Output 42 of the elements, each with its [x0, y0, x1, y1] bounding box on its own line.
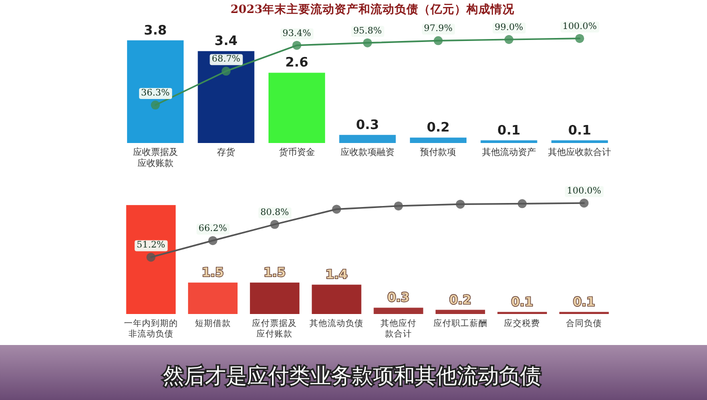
category: 存货 — [217, 148, 236, 158]
line-label: 97.9% — [422, 24, 455, 35]
category: 应收票据及应收账款 — [132, 148, 178, 169]
line-label: 36.3% — [139, 88, 172, 100]
line-label: 95.8% — [351, 26, 384, 37]
bar-label: 0.2 — [426, 120, 450, 136]
category: 短期借款 — [194, 319, 231, 329]
line-label: 51.2% — [134, 240, 168, 252]
category: 货币资金 — [278, 148, 315, 158]
line-label: 68.7% — [210, 54, 243, 66]
category: 其他应付款合计 — [380, 319, 416, 340]
bar-label: 1.4 — [325, 266, 348, 282]
bar-label: 0.2 — [449, 292, 472, 307]
bar-label: 0.3 — [356, 118, 380, 133]
line-label: 99.0% — [492, 22, 526, 34]
line-label: 100.0% — [564, 186, 604, 198]
line-label: 93.4% — [280, 28, 314, 40]
title: 2023年末主要流动资产和流动负债（亿元）构成情况 — [230, 2, 514, 16]
caption: 然后才是应付类业务款项和其他流动负债 — [163, 364, 541, 388]
bar-label: 0.1 — [497, 123, 520, 138]
line-label: 100.0% — [560, 21, 600, 32]
category: 应交税费 — [504, 319, 540, 329]
line-label: 80.8% — [258, 207, 292, 218]
line-label: 66.2% — [196, 224, 230, 235]
category: 预付款项 — [420, 148, 456, 158]
bar-label: 1.5 — [202, 264, 224, 280]
bar-label: 3.4 — [214, 34, 238, 50]
category: 合同负债 — [566, 319, 602, 329]
category: 其他流动资产 — [482, 148, 536, 158]
bar-label: 3.8 — [144, 23, 167, 38]
category: 其他流动负债 — [310, 319, 364, 329]
bar-label: 1.5 — [264, 264, 286, 280]
category: 一年内到期的非流动负债 — [124, 319, 178, 340]
bar-label: 0.1 — [511, 294, 534, 309]
category: 其他应收款合计 — [548, 148, 612, 158]
category: 应付票据及应付账款 — [252, 319, 298, 340]
bar-label: 0.1 — [572, 294, 596, 309]
bar-label: 2.6 — [285, 56, 308, 71]
bar-label: 0.3 — [387, 290, 410, 305]
category: 应付职工薪酬 — [433, 319, 488, 329]
bar-label: 0.1 — [568, 123, 592, 138]
category: 应收款项融资 — [340, 148, 394, 158]
